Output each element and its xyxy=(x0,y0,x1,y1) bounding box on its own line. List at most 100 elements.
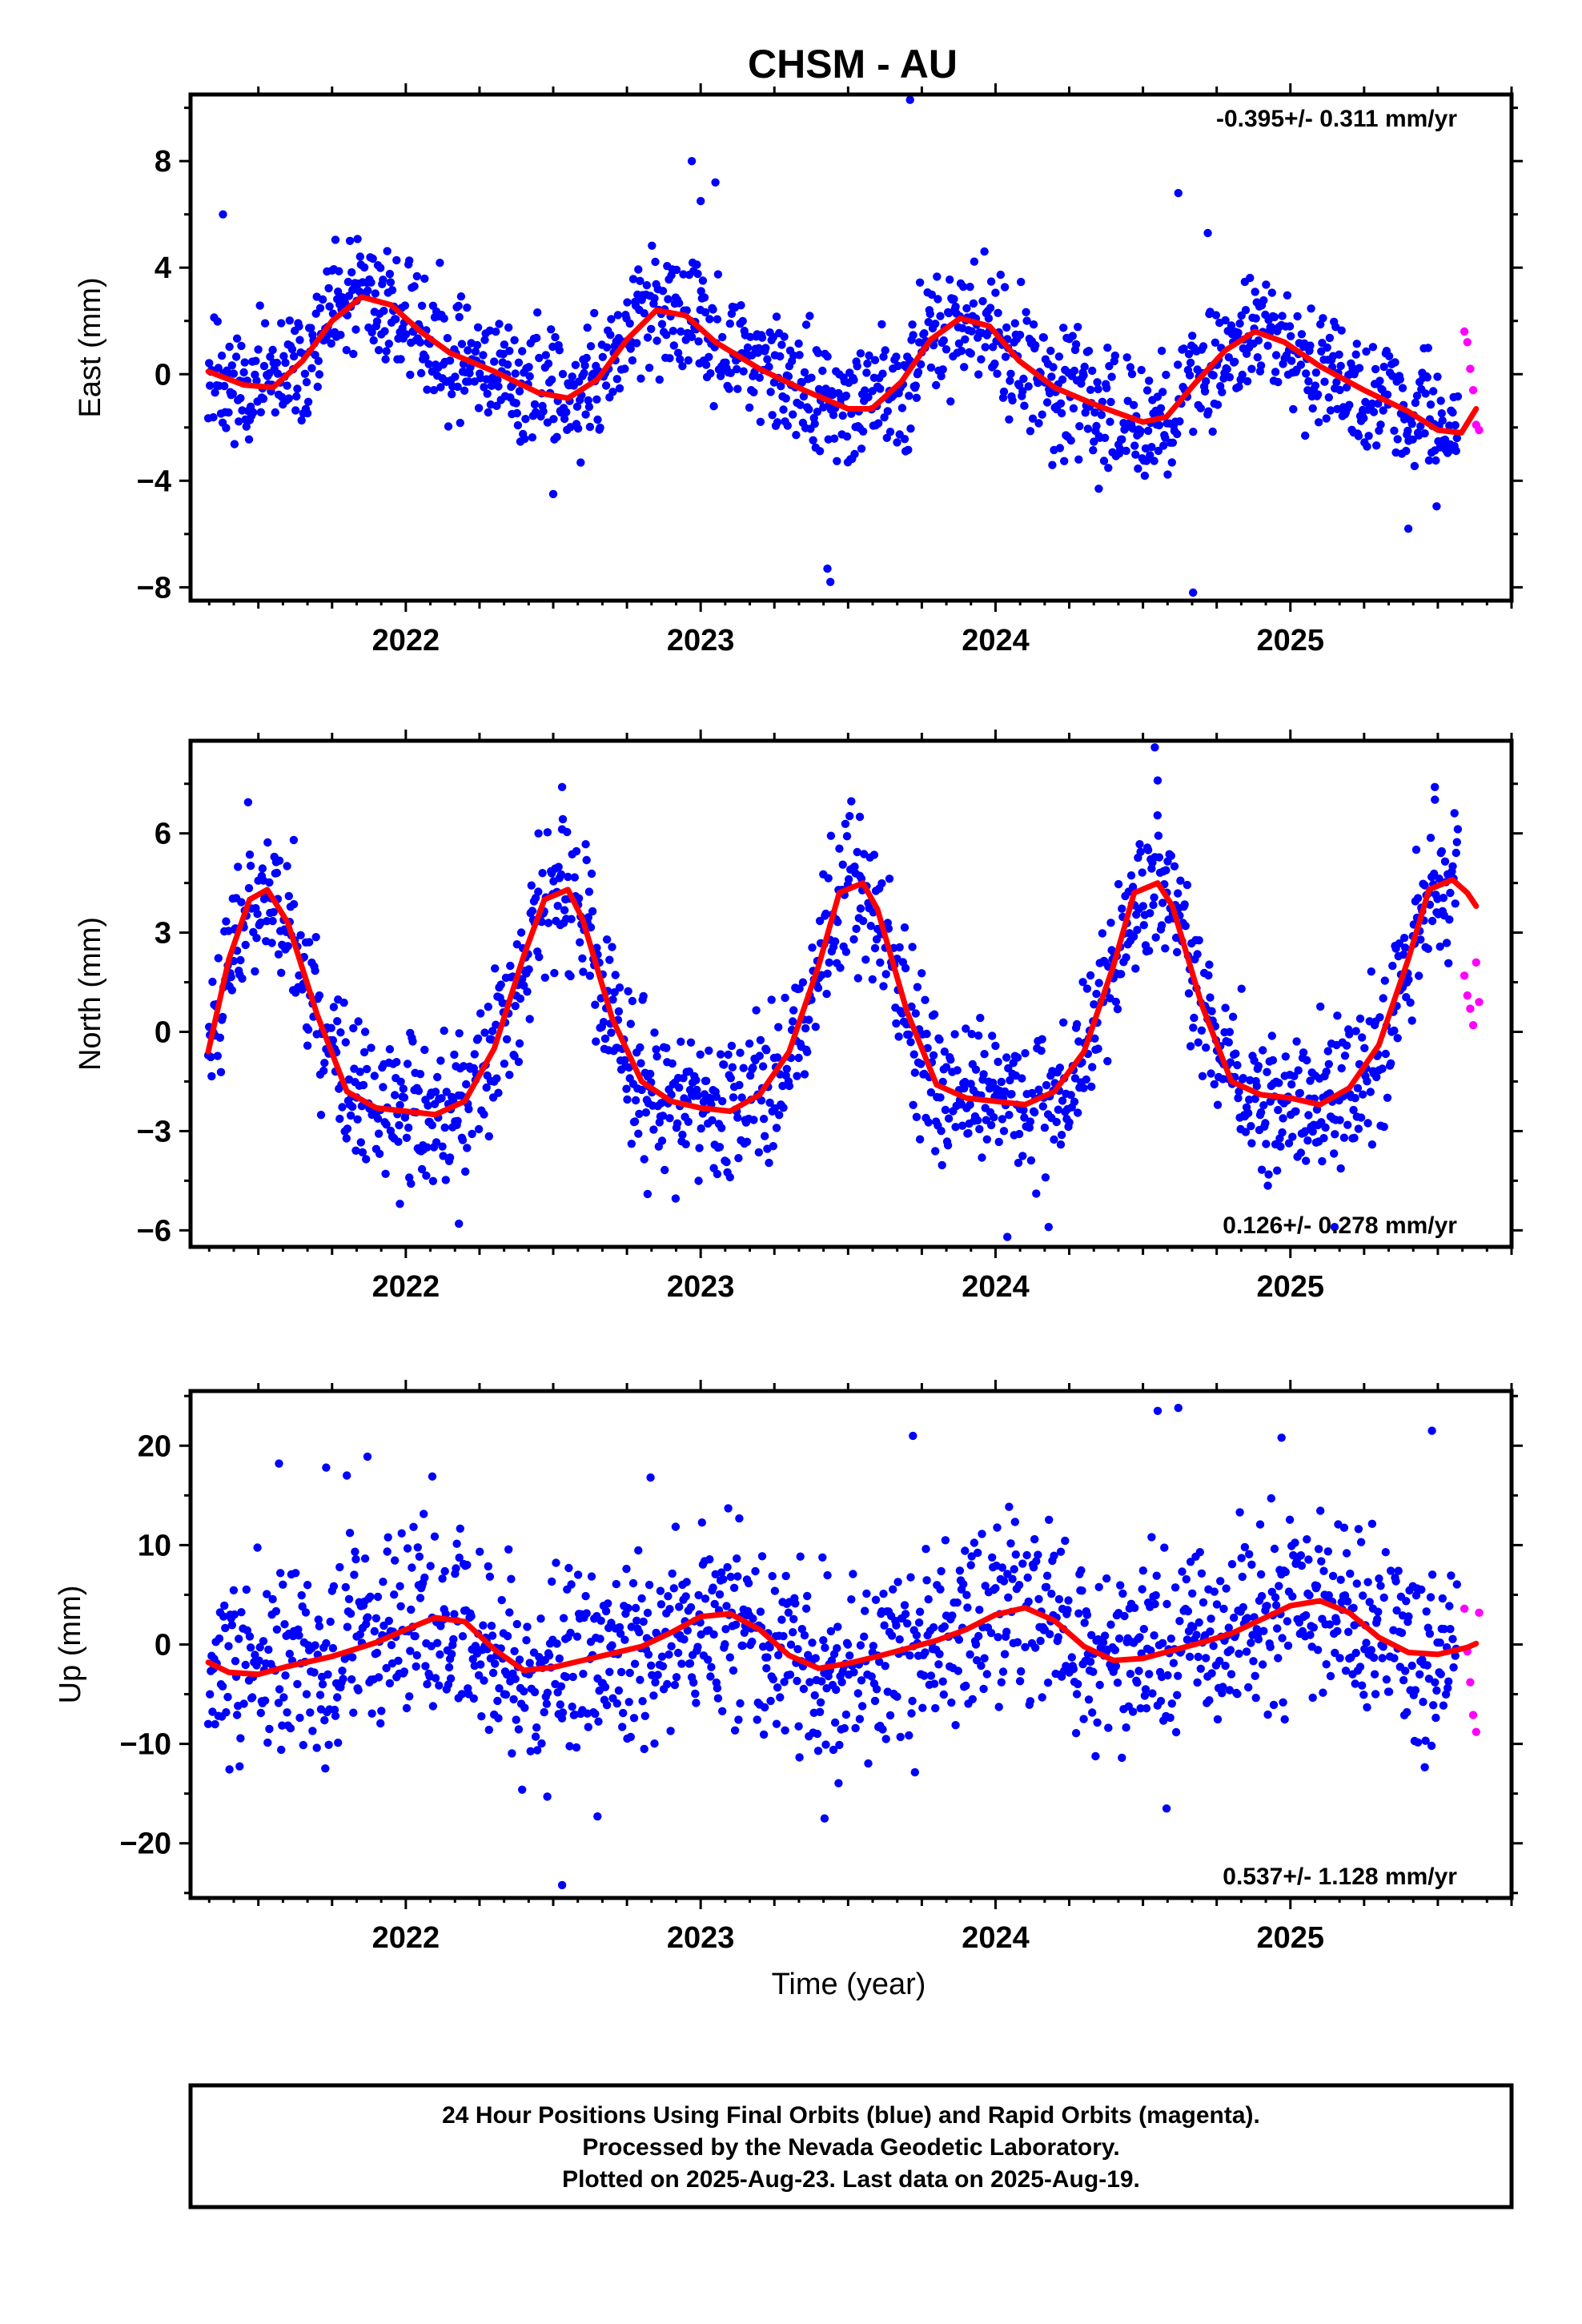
final-orbit-point xyxy=(452,1539,461,1548)
final-orbit-point xyxy=(1333,1011,1342,1020)
final-orbit-point xyxy=(573,424,583,433)
final-orbit-point xyxy=(219,210,227,219)
final-orbit-point xyxy=(1446,1625,1455,1634)
final-orbit-point xyxy=(1320,377,1329,386)
final-orbit-point xyxy=(335,267,343,275)
final-orbit-point xyxy=(909,1100,917,1110)
final-orbit-point xyxy=(1399,1675,1408,1685)
final-orbit-point xyxy=(1235,382,1243,392)
final-orbit-point xyxy=(713,1169,722,1179)
final-orbit-point xyxy=(243,798,253,806)
final-orbit-point xyxy=(1093,1718,1102,1727)
final-orbit-point xyxy=(335,1562,344,1572)
final-orbit-point xyxy=(303,1581,312,1590)
final-orbit-point xyxy=(1450,809,1459,818)
final-orbit-point xyxy=(927,290,937,300)
final-orbit-point xyxy=(893,1578,902,1586)
final-orbit-point xyxy=(803,1591,812,1601)
final-orbit-point xyxy=(1151,1590,1160,1600)
final-orbit-point xyxy=(206,381,215,390)
final-orbit-point xyxy=(1351,1027,1360,1035)
final-orbit-point xyxy=(582,1609,591,1618)
final-orbit-point xyxy=(1113,1679,1122,1687)
final-orbit-point xyxy=(1074,1679,1082,1689)
final-orbit-point xyxy=(1241,1128,1251,1136)
final-orbit-point xyxy=(864,392,873,402)
final-orbit-point xyxy=(1120,1611,1129,1621)
final-orbit-point xyxy=(693,269,702,279)
final-orbit-point xyxy=(582,353,591,363)
final-orbit-point xyxy=(1296,360,1306,369)
final-orbit-point xyxy=(994,1137,1003,1147)
final-orbit-point xyxy=(1192,1630,1201,1639)
final-orbit-point xyxy=(1024,382,1033,391)
final-orbit-point xyxy=(793,1645,802,1654)
final-orbit-point xyxy=(277,968,286,978)
final-orbit-point xyxy=(881,346,889,355)
final-orbit-point xyxy=(1427,1570,1437,1579)
final-orbit-point xyxy=(856,1641,865,1650)
final-orbit-point xyxy=(1113,1004,1122,1014)
final-orbit-point xyxy=(235,417,243,426)
final-orbit-point xyxy=(339,1675,347,1683)
final-orbit-point xyxy=(1251,287,1259,296)
final-orbit-point xyxy=(1344,1627,1353,1637)
final-orbit-point xyxy=(1034,1594,1043,1604)
final-orbit-point xyxy=(436,259,444,267)
final-orbit-point xyxy=(496,980,505,989)
final-orbit-point xyxy=(239,368,248,377)
final-orbit-point xyxy=(557,1880,567,1890)
final-orbit-point xyxy=(350,1570,359,1579)
final-orbit-point xyxy=(511,1002,520,1011)
final-orbit-point xyxy=(1417,1585,1426,1594)
final-orbit-point xyxy=(552,1558,560,1567)
final-orbit-point xyxy=(594,1717,603,1726)
final-orbit-point xyxy=(1209,1642,1218,1651)
final-orbit-point xyxy=(396,1100,404,1110)
final-orbit-point xyxy=(209,412,218,422)
final-orbit-point xyxy=(631,1096,640,1105)
final-orbit-point xyxy=(275,856,284,865)
final-orbit-point xyxy=(1415,1670,1424,1679)
final-orbit-point xyxy=(1105,362,1114,371)
final-orbit-point xyxy=(436,1650,444,1659)
final-orbit-point xyxy=(463,1560,472,1570)
final-orbit-point xyxy=(1267,1494,1276,1503)
final-orbit-point xyxy=(713,1683,722,1693)
final-orbit-point xyxy=(736,1699,745,1708)
final-orbit-point xyxy=(1424,456,1434,465)
final-orbit-point xyxy=(480,336,489,344)
final-orbit-point xyxy=(224,1642,233,1651)
final-orbit-point xyxy=(894,1032,903,1041)
final-orbit-point xyxy=(1039,333,1049,342)
final-orbit-point xyxy=(1420,1763,1429,1771)
final-orbit-point xyxy=(1202,377,1211,386)
final-orbit-point xyxy=(835,844,844,853)
final-orbit-point xyxy=(1223,364,1231,374)
final-orbit-point xyxy=(1288,1132,1297,1141)
final-orbit-point xyxy=(635,1109,644,1119)
final-orbit-point xyxy=(351,1547,359,1556)
final-orbit-point xyxy=(315,304,325,312)
final-orbit-point xyxy=(670,1680,680,1690)
final-orbit-point xyxy=(813,348,823,357)
final-orbit-point xyxy=(962,1590,971,1599)
final-orbit-point xyxy=(837,1678,846,1687)
final-orbit-point xyxy=(1427,916,1437,926)
final-orbit-point xyxy=(924,1594,933,1604)
final-orbit-point xyxy=(1163,1671,1172,1680)
final-orbit-point xyxy=(1257,1591,1267,1601)
final-orbit-point xyxy=(637,1085,646,1095)
final-orbit-point xyxy=(1362,1638,1371,1647)
final-orbit-point xyxy=(401,330,411,339)
final-orbit-point xyxy=(1303,1535,1311,1544)
final-orbit-point xyxy=(1283,291,1292,300)
final-orbit-point xyxy=(1406,998,1415,1007)
final-orbit-point xyxy=(296,931,305,940)
final-orbit-point xyxy=(274,950,283,959)
final-orbit-point xyxy=(1134,1667,1143,1675)
final-orbit-point xyxy=(1447,1571,1456,1580)
final-orbit-point xyxy=(679,1074,688,1083)
final-orbit-point xyxy=(1005,415,1014,424)
final-orbit-point xyxy=(1342,1549,1351,1558)
